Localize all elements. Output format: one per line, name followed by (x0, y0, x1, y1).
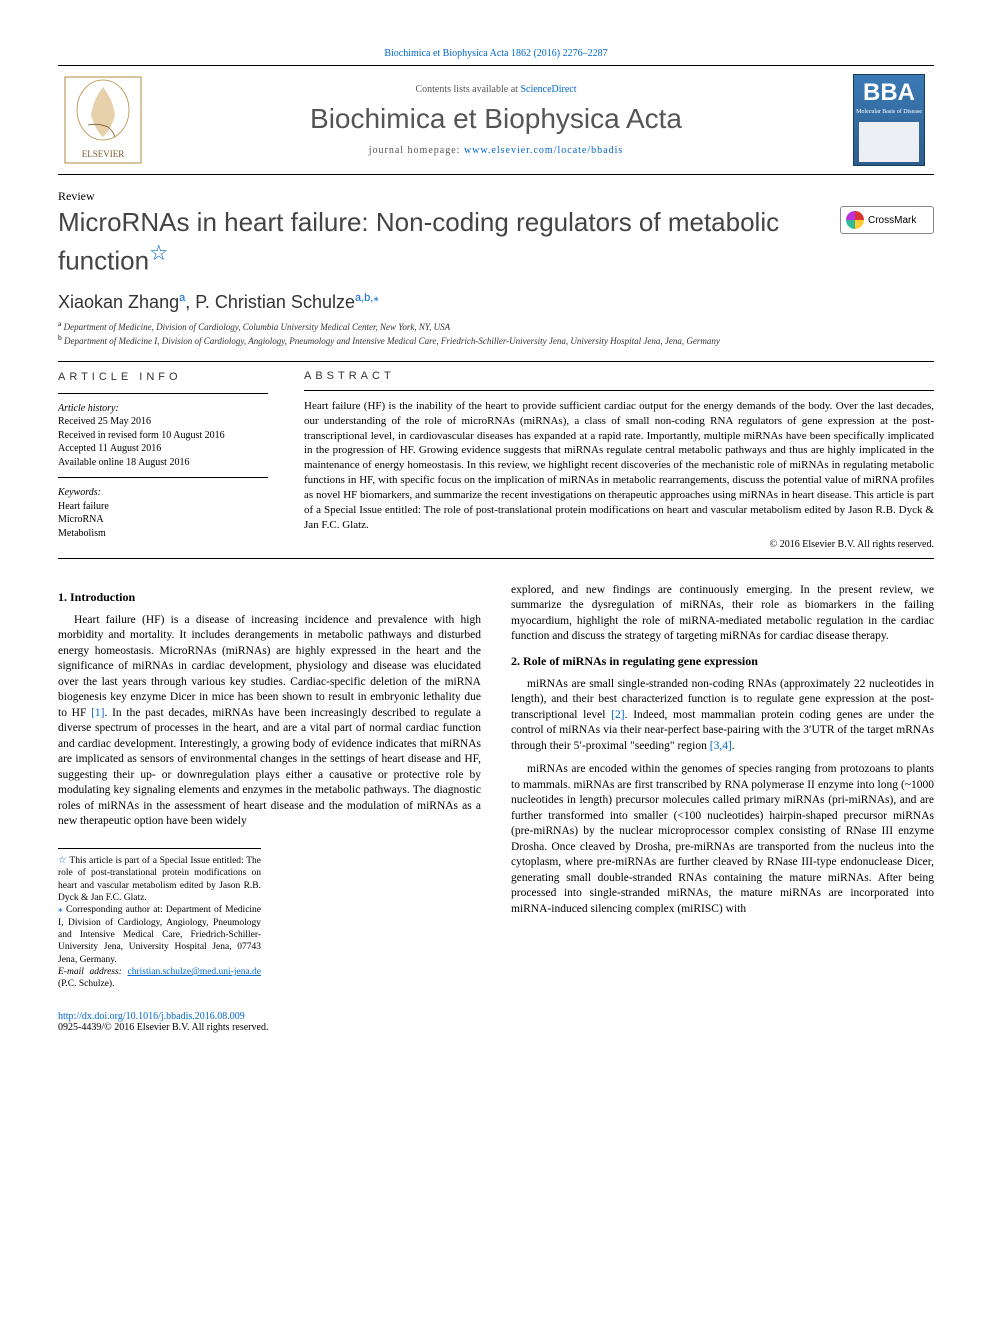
rule-bottom (58, 558, 934, 559)
section-1-para-1: Heart failure (HF) is a disease of incre… (58, 613, 481, 830)
history-label: Article history: (58, 402, 268, 416)
keywords-label: Keywords: (58, 486, 268, 500)
running-head[interactable]: Biochimica et Biophysica Acta 1862 (2016… (58, 48, 934, 59)
keyword-3: Metabolism (58, 527, 268, 541)
author-1: Xiaokan Zhang (58, 292, 179, 312)
svg-text:ELSEVIER: ELSEVIER (82, 149, 125, 159)
email-label: E-mail address: (58, 967, 128, 977)
col2-continuation: explored, and new findings are continuou… (511, 583, 934, 645)
author-2: , P. Christian Schulze (185, 292, 355, 312)
footnotes: ☆ This article is part of a Special Issu… (58, 848, 261, 991)
corresponding-email[interactable]: christian.schulze@med.uni-jena.de (128, 967, 262, 977)
abstract-heading: abstract (304, 370, 934, 382)
keyword-2: MicroRNA (58, 513, 268, 527)
history-online: Available online 18 August 2016 (58, 456, 268, 470)
ref-1[interactable]: [1] (91, 707, 104, 719)
keywords-rule (58, 477, 268, 478)
left-column: 1. Introduction Heart failure (HF) is a … (58, 583, 481, 991)
page-footer: http://dx.doi.org/10.1016/j.bbadis.2016.… (58, 1011, 934, 1033)
journal-name: Biochimica et Biophysica Acta (148, 103, 844, 135)
sciencedirect-link[interactable]: ScienceDirect (520, 84, 576, 95)
right-column: explored, and new findings are continuou… (511, 583, 934, 991)
aff-a: Department of Medicine, Division of Card… (61, 322, 450, 332)
aff-b: Department of Medicine I, Division of Ca… (62, 336, 720, 346)
abstract-text: Heart failure (HF) is the inability of t… (304, 399, 934, 533)
abstract-rule (304, 390, 934, 391)
journal-cover-thumb: BBA Molecular Basis of Disease (844, 70, 934, 170)
abstract-copyright: © 2016 Elsevier B.V. All rights reserved… (304, 539, 934, 550)
affiliations: a Department of Medicine, Division of Ca… (58, 319, 934, 347)
body-columns: 1. Introduction Heart failure (HF) is a … (58, 583, 934, 991)
section-2-para-1: miRNAs are small single-stranded non-cod… (511, 677, 934, 755)
history-accepted: Accepted 11 August 2016 (58, 442, 268, 456)
section-1-heading: 1. Introduction (58, 589, 481, 605)
section-2-para-2: miRNAs are encoded within the genomes of… (511, 762, 934, 917)
ref-3-4[interactable]: [3,4] (710, 740, 732, 752)
article-title: MicroRNAs in heart failure: Non-coding r… (58, 206, 798, 277)
doi-link[interactable]: http://dx.doi.org/10.1016/j.bbadis.2016.… (58, 1011, 245, 1022)
email-suffix: (P.C. Schulze). (58, 979, 114, 989)
ref-2[interactable]: [2] (611, 709, 624, 721)
journal-banner: ELSEVIER Contents lists available at Sci… (58, 65, 934, 175)
footnote-2: Corresponding author at: Department of M… (58, 905, 261, 964)
contents-prefix: Contents lists available at (415, 84, 520, 95)
title-footnote-star[interactable]: ☆ (149, 240, 168, 265)
bbadis-big-label: BBA (863, 75, 915, 107)
journal-homepage-link[interactable]: www.elsevier.com/locate/bbadis (464, 145, 623, 156)
article-info-column: article info Article history: Received 2… (58, 370, 268, 550)
crossmark-label: CrossMark (868, 215, 916, 226)
abstract-column: abstract Heart failure (HF) is the inabi… (304, 370, 934, 550)
journal-homepage-line: journal homepage: www.elsevier.com/locat… (148, 145, 844, 156)
history-received: Received 25 May 2016 (58, 415, 268, 429)
footnote-1: This article is part of a Special Issue … (58, 856, 261, 903)
article-info-heading: article info (58, 370, 268, 385)
section-2-heading: 2. Role of miRNAs in regulating gene exp… (511, 653, 934, 669)
crossmark-icon (846, 211, 864, 229)
bbadis-small-label: Molecular Basis of Disease (854, 107, 924, 118)
article-type: Review (58, 189, 934, 204)
author-2-aff[interactable]: a,b,⁎ (355, 292, 379, 304)
homepage-prefix: journal homepage: (369, 145, 464, 156)
authors-line: Xiaokan Zhanga, P. Christian Schulzea,b,… (58, 291, 934, 313)
footnote-star-icon: ☆ (58, 856, 67, 866)
issn-copyright: 0925-4439/© 2016 Elsevier B.V. All right… (58, 1022, 934, 1033)
contents-line: Contents lists available at ScienceDirec… (148, 84, 844, 95)
keyword-1: Heart failure (58, 500, 268, 514)
banner-center: Contents lists available at ScienceDirec… (148, 84, 844, 156)
elsevier-logo: ELSEVIER (58, 70, 148, 170)
history-revised: Received in revised form 10 August 2016 (58, 429, 268, 443)
rule-top (58, 361, 934, 362)
article-info-rule (58, 393, 268, 394)
crossmark-badge[interactable]: CrossMark (840, 206, 934, 234)
